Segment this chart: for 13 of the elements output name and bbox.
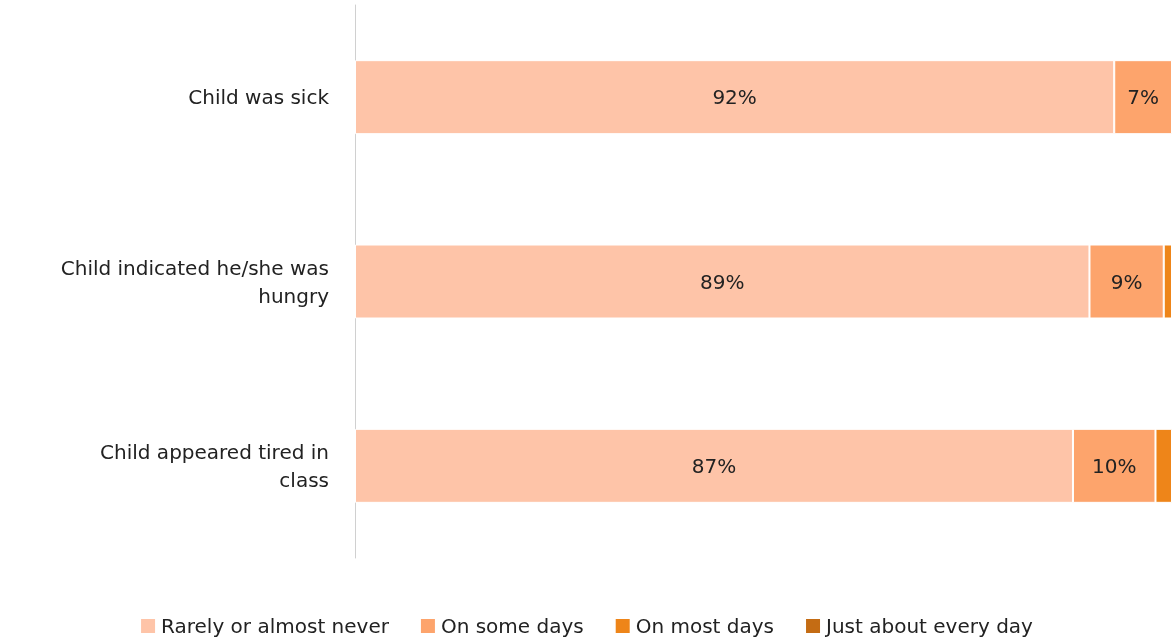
legend-label: On some days	[440, 614, 584, 638]
data-label: 9%	[1110, 269, 1143, 294]
y-tick-label: Child was sick	[188, 85, 330, 110]
y-tick-label: Child appeared tired in class	[100, 439, 329, 492]
data-label: 87%	[691, 453, 737, 478]
data-label: 89%	[700, 269, 745, 294]
y-tick-label: Child indicated he/she was hungry	[60, 255, 330, 308]
legend-label: On most days	[635, 614, 775, 638]
data-label: 92%	[712, 85, 757, 110]
data-label: 7%	[1127, 85, 1159, 110]
data-label: 10%	[1092, 453, 1137, 478]
legend-label: Rarely or almost never	[161, 614, 390, 638]
legend-label: Just about every day	[824, 614, 1034, 638]
